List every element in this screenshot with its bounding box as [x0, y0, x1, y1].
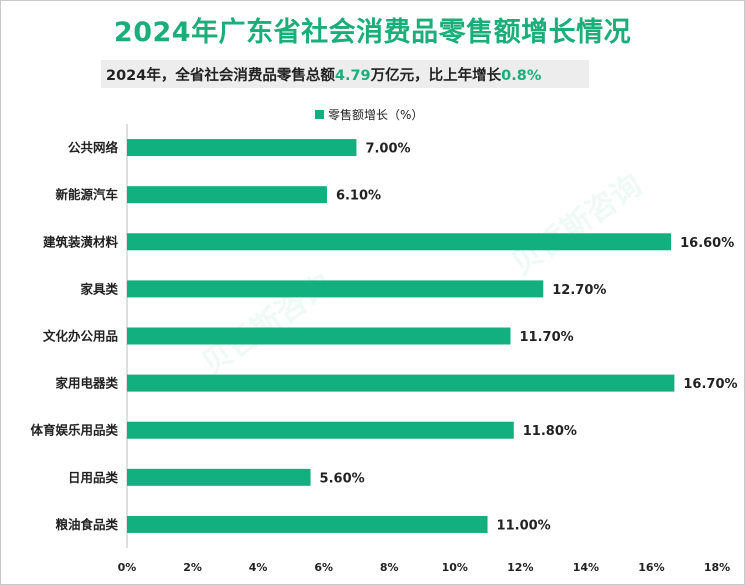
- legend: 零售额增长（%）: [315, 106, 423, 123]
- category-label: 建筑装潢材料: [43, 234, 119, 249]
- data-label: 11.70%: [520, 330, 574, 345]
- data-label: 16.70%: [683, 377, 737, 392]
- x-tick-label: 10%: [442, 561, 468, 574]
- subtitle-growth-value: 0.8%: [501, 68, 542, 84]
- data-label: 11.80%: [523, 424, 577, 439]
- data-label: 7.00%: [365, 142, 410, 157]
- bar: [127, 374, 675, 392]
- bar: [127, 186, 327, 204]
- x-tick-label: 6%: [314, 561, 333, 574]
- category-label: 日用品类: [68, 470, 119, 485]
- bar: [127, 139, 357, 157]
- bar: [127, 280, 544, 298]
- x-tick-label: 0%: [118, 561, 137, 574]
- category-label: 粮油食品类: [55, 517, 118, 532]
- bar: [127, 468, 311, 486]
- bar: [127, 327, 511, 345]
- bar: [127, 515, 488, 533]
- subtitle-box: [101, 60, 589, 88]
- bar: [127, 421, 514, 439]
- x-tick-label: 16%: [638, 561, 664, 574]
- x-tick-label: 4%: [249, 561, 268, 574]
- category-label: 家用电器类: [55, 376, 118, 391]
- category-label: 文化办公用品: [43, 329, 118, 344]
- x-tick-label: 14%: [573, 561, 599, 574]
- category-label: 体育娱乐用品类: [30, 423, 118, 438]
- x-tick-label: 8%: [380, 561, 399, 574]
- chart-title: 2024年广东省社会消费品零售额增长情况: [113, 17, 632, 48]
- legend-swatch: [315, 110, 324, 119]
- subtitle: 2024年，全省社会消费品零售总额4.79万亿元，比上年增长0.8%: [106, 64, 541, 85]
- category-label: 家具类: [80, 281, 118, 296]
- data-label: 12.70%: [552, 283, 606, 298]
- data-label: 16.60%: [680, 236, 734, 251]
- subtitle-prefix: 2024年，全省社会消费品零售总额: [106, 68, 335, 84]
- bar: [127, 233, 672, 251]
- x-tick-label: 12%: [507, 561, 533, 574]
- legend-label: 零售额增长（%）: [328, 108, 424, 122]
- data-label: 11.00%: [497, 518, 551, 533]
- category-label: 公共网络: [68, 140, 119, 155]
- subtitle-total-value: 4.79: [334, 68, 371, 84]
- data-label: 5.60%: [320, 471, 365, 486]
- x-tick-label: 18%: [704, 561, 730, 574]
- data-label: 6.10%: [336, 189, 381, 204]
- subtitle-middle: 万亿元，比上年增长: [370, 68, 502, 84]
- category-label: 新能源汽车: [55, 187, 118, 202]
- x-tick-label: 2%: [183, 561, 202, 574]
